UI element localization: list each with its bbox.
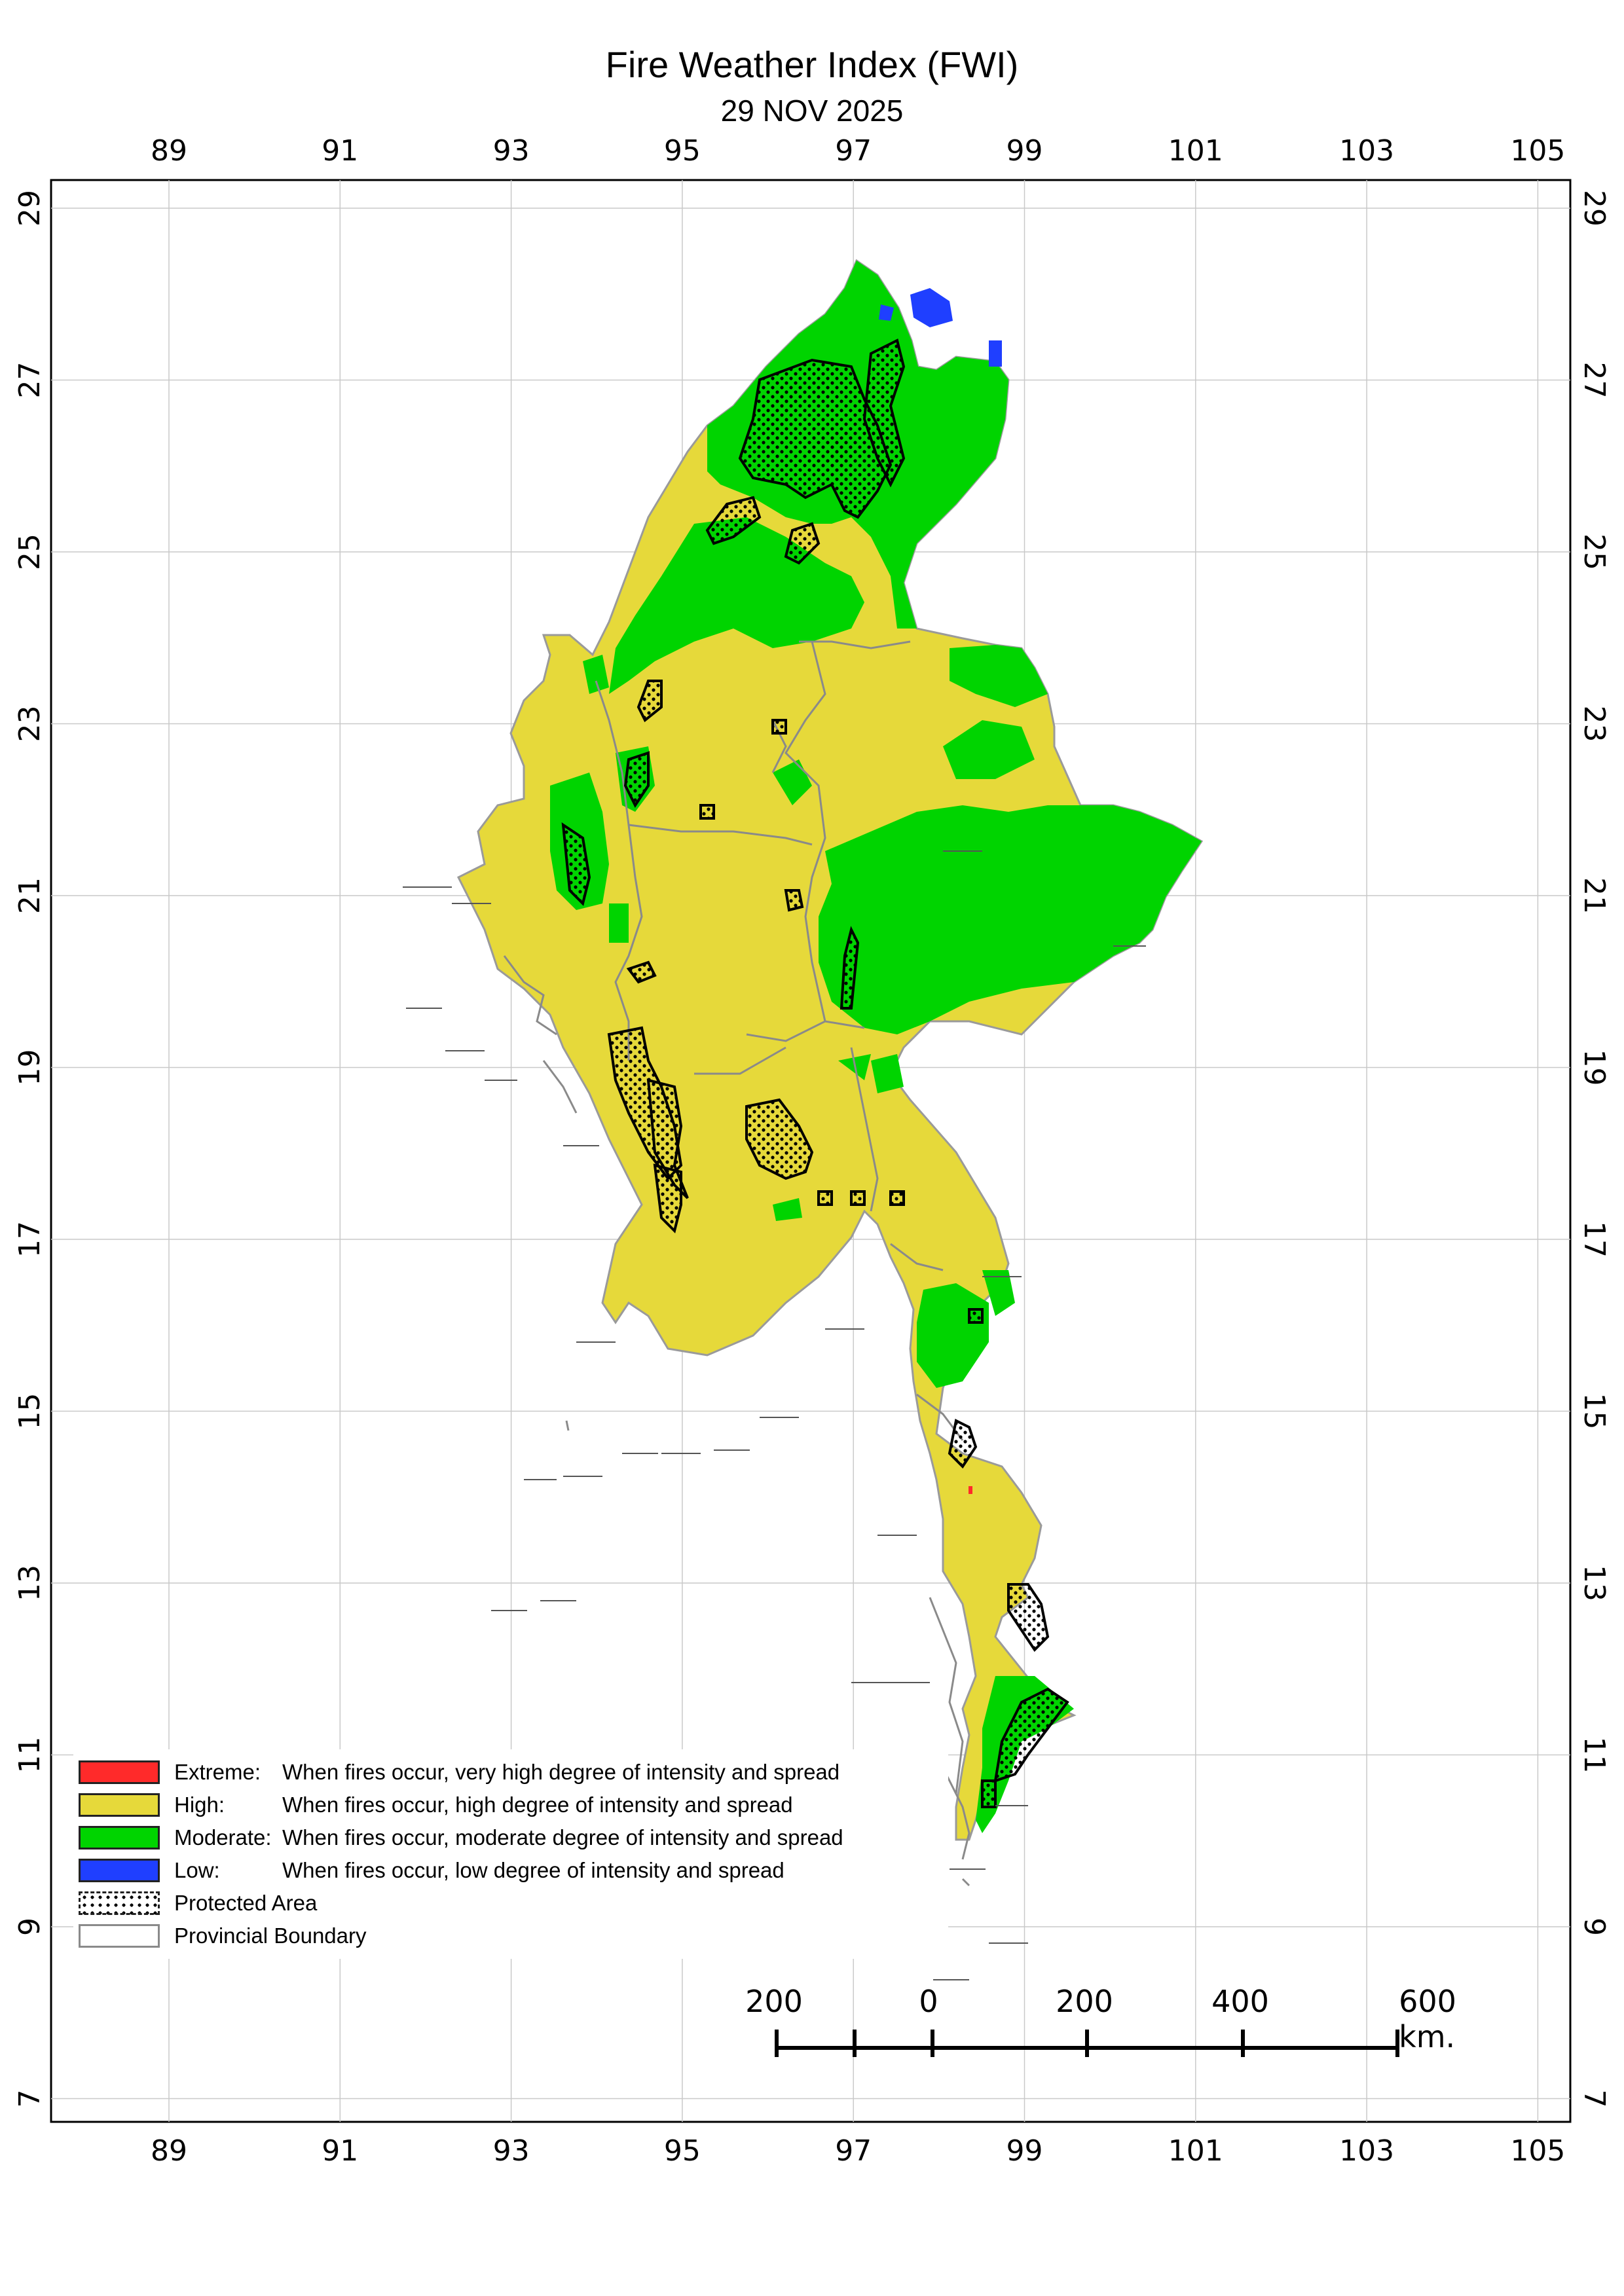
latitude-label-left: 7 bbox=[13, 2090, 46, 2108]
longitude-label-bottom: 89 bbox=[151, 2134, 187, 2168]
longitude-label-top: 105 bbox=[1510, 134, 1565, 168]
latitude-label-right: 9 bbox=[1578, 1918, 1611, 1936]
scale-label: 200 bbox=[1056, 1984, 1113, 2019]
legend-desc: When fires occur, low degree of intensit… bbox=[282, 1858, 784, 1882]
island-markers bbox=[403, 850, 1146, 1980]
legend-name: Extreme: bbox=[174, 1760, 261, 1784]
latitude-label-left: 23 bbox=[13, 706, 46, 742]
longitude-label-bottom: 105 bbox=[1510, 2134, 1565, 2168]
scale-bar-graphic bbox=[775, 2030, 1399, 2057]
legend-row-boundary: Provincial Boundary bbox=[79, 1920, 943, 1952]
latitude-label-right: 29 bbox=[1578, 190, 1611, 227]
coastal-islands bbox=[503, 955, 970, 1887]
legend-row-protected: Protected Area bbox=[79, 1887, 943, 1920]
legend-protected-label: Protected Area bbox=[174, 1891, 318, 1915]
protected-areas bbox=[561, 338, 1069, 1808]
longitude-label-bottom: 95 bbox=[664, 2134, 701, 2168]
legend-row-moderate: Moderate: When fires occur, moderate deg… bbox=[79, 1821, 943, 1854]
longitude-label-bottom: 97 bbox=[835, 2134, 872, 2168]
longitude-label-bottom: 101 bbox=[1168, 2134, 1223, 2168]
longitude-label-top: 93 bbox=[493, 134, 530, 168]
latitude-label-right: 7 bbox=[1578, 2090, 1611, 2108]
latitude-label-left: 21 bbox=[13, 877, 46, 914]
legend-name: High: bbox=[174, 1793, 225, 1817]
longitude-label-top: 89 bbox=[151, 134, 187, 168]
latitude-label-right: 13 bbox=[1578, 1565, 1611, 1601]
latitude-label-left: 19 bbox=[13, 1049, 46, 1086]
scale-label: 200 bbox=[745, 1984, 803, 2019]
latitude-label-right: 17 bbox=[1578, 1221, 1611, 1258]
latitude-label-left: 29 bbox=[13, 190, 46, 227]
scale-bar: 200 0 200 400 600 km. bbox=[745, 1984, 1456, 2069]
legend-swatch-boundary bbox=[79, 1924, 160, 1948]
scale-label: 400 bbox=[1211, 1984, 1269, 2019]
map-frame bbox=[50, 179, 1572, 2123]
longitude-label-bottom: 93 bbox=[493, 2134, 530, 2168]
legend-desc: When fires occur, high degree of intensi… bbox=[282, 1793, 793, 1817]
longitude-label-top: 97 bbox=[835, 134, 872, 168]
longitude-label-bottom: 91 bbox=[322, 2134, 358, 2168]
legend-swatch-moderate bbox=[79, 1826, 160, 1850]
legend-name: Moderate: bbox=[174, 1825, 272, 1850]
map-title: Fire Weather Index (FWI) bbox=[605, 44, 1019, 85]
latitude-label-right: 23 bbox=[1578, 706, 1611, 742]
latitude-label-right: 27 bbox=[1578, 362, 1611, 399]
extreme-spot bbox=[969, 1486, 972, 1494]
legend-name: Low: bbox=[174, 1858, 220, 1882]
legend-swatch-low bbox=[79, 1859, 160, 1882]
latitude-label-right: 11 bbox=[1578, 1737, 1611, 1774]
legend-row-high: High: When fires occur, high degree of i… bbox=[79, 1789, 943, 1821]
latitude-label-right: 19 bbox=[1578, 1049, 1611, 1086]
latitude-label-left: 9 bbox=[13, 1918, 46, 1936]
longitude-label-top: 95 bbox=[664, 134, 701, 168]
legend-row-low: Low: When fires occur, low degree of int… bbox=[79, 1854, 943, 1887]
longitude-label-bottom: 103 bbox=[1339, 2134, 1394, 2168]
longitude-label-top: 91 bbox=[322, 134, 358, 168]
latitude-label-left: 17 bbox=[13, 1221, 46, 1258]
legend-swatch-protected bbox=[79, 1891, 160, 1915]
legend-row-extreme: Extreme: When fires occur, very high deg… bbox=[79, 1756, 943, 1789]
legend-desc: When fires occur, moderate degree of int… bbox=[282, 1825, 843, 1850]
scale-label: 600 km. bbox=[1399, 1984, 1456, 2054]
longitude-label-top: 101 bbox=[1168, 134, 1223, 168]
latitude-label-left: 27 bbox=[13, 362, 46, 399]
latitude-label-left: 11 bbox=[13, 1737, 46, 1774]
legend-boundary-label: Provincial Boundary bbox=[174, 1923, 367, 1948]
latitude-label-right: 15 bbox=[1578, 1393, 1611, 1430]
latitude-label-right: 25 bbox=[1578, 534, 1611, 570]
longitude-label-bottom: 99 bbox=[1006, 2134, 1043, 2168]
axis-ticks: 8989919193939595979799991011011031031051… bbox=[13, 134, 1611, 2168]
latitude-label-left: 25 bbox=[13, 534, 46, 570]
legend: Extreme: When fires occur, very high deg… bbox=[73, 1749, 948, 1959]
latitude-label-left: 15 bbox=[13, 1393, 46, 1430]
scale-label: 0 bbox=[919, 1984, 938, 2019]
longitude-label-top: 99 bbox=[1006, 134, 1043, 168]
legend-swatch-extreme bbox=[79, 1760, 160, 1784]
latitude-label-right: 21 bbox=[1578, 877, 1611, 914]
latitude-label-left: 13 bbox=[13, 1565, 46, 1601]
map-date: 29 NOV 2025 bbox=[720, 94, 904, 128]
longitude-label-top: 103 bbox=[1339, 134, 1394, 168]
low-zones bbox=[879, 288, 1002, 367]
legend-desc: When fires occur, very high degree of in… bbox=[282, 1760, 840, 1784]
legend-swatch-high bbox=[79, 1793, 160, 1817]
